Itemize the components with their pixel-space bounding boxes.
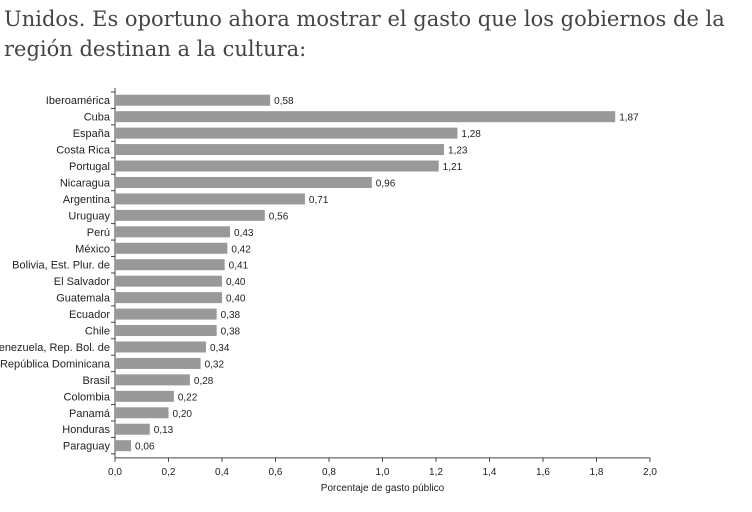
value-label: 0,28: [194, 376, 214, 387]
bar: [115, 209, 265, 221]
bar: [115, 193, 305, 205]
value-label: 0,34: [210, 343, 230, 354]
value-label: 1,23: [448, 146, 468, 157]
category-label: Colombia: [64, 391, 111, 403]
bar: [115, 390, 174, 402]
value-label: 0,56: [269, 211, 289, 222]
category-label: Panamá: [69, 408, 111, 420]
category-label: Paraguay: [63, 441, 111, 453]
value-label: 0,41: [229, 261, 249, 272]
x-tick-label: 0,6: [269, 467, 283, 478]
bar: [115, 423, 150, 435]
value-label: 0,32: [205, 359, 225, 370]
value-label: 0,38: [221, 310, 241, 321]
x-tick-label: 1,8: [590, 467, 604, 478]
category-label: Perú: [87, 227, 110, 239]
bar: [115, 94, 271, 106]
category-label: España: [73, 128, 111, 140]
bar: [115, 111, 616, 123]
category-label: Uruguay: [68, 210, 110, 222]
value-label: 1,21: [443, 162, 463, 173]
category-label: Bolivia, Est. Plur. de: [12, 260, 110, 272]
bar: [115, 144, 445, 156]
bar: [115, 407, 169, 419]
value-label: 0,42: [231, 244, 251, 255]
bar: [115, 325, 217, 337]
value-label: 0,06: [135, 442, 155, 453]
x-tick-label: 1,4: [483, 467, 497, 478]
x-tick-label: 0,2: [162, 467, 176, 478]
bar: [115, 440, 132, 452]
value-label: 0,96: [376, 178, 396, 189]
value-label: 1,87: [619, 113, 639, 124]
category-label: Honduras: [62, 424, 110, 436]
bar: [115, 374, 190, 386]
bar: [115, 292, 222, 304]
value-label: 0,22: [178, 392, 198, 403]
x-tick-label: 0,8: [322, 467, 336, 478]
category-label: El Salvador: [54, 276, 111, 288]
value-label: 1,28: [461, 129, 481, 140]
bar: [115, 275, 222, 287]
value-label: 0,20: [173, 409, 193, 420]
category-label: Brasil: [82, 375, 110, 387]
bar: [115, 226, 231, 238]
bar: [115, 160, 439, 172]
category-label: Chile: [85, 326, 110, 338]
x-tick-label: 0,4: [215, 467, 229, 478]
x-tick-label: 1,6: [536, 467, 550, 478]
bar: [115, 357, 201, 369]
x-tick-label: 1,0: [376, 467, 390, 478]
bar: [115, 176, 372, 188]
category-label: Guatemala: [56, 293, 111, 305]
category-label: República Dominicana: [0, 358, 111, 370]
x-axis-title: Porcentaje de gasto público: [321, 483, 445, 494]
value-label: 0,13: [154, 425, 174, 436]
plot-area: Iberoamérica 0,58 Cuba 1,87 España 1,28 Costa …: [0, 88, 657, 478]
x-tick-label: 2,0: [643, 467, 657, 478]
category-label: Portugal: [69, 161, 110, 173]
bar: [115, 242, 228, 254]
intro-line-2: región destinan a la cultura:: [4, 37, 307, 61]
category-label: Venezuela, Rep. Bol. de: [0, 342, 110, 354]
category-label: México: [75, 243, 110, 255]
intro-line-1: Unidos. Es oportuno ahora mostrar el gas…: [4, 7, 725, 31]
value-label: 0,71: [309, 195, 329, 206]
bar: [115, 127, 458, 139]
category-label: Cuba: [84, 112, 111, 124]
category-label: Costa Rica: [56, 145, 111, 157]
value-label: 0,40: [226, 294, 246, 305]
category-label: Argentina: [63, 194, 111, 206]
bar-chart: Iberoamérica 0,58 Cuba 1,87 España 1,28 Costa …: [0, 88, 657, 494]
x-tick-label: 0,0: [108, 467, 122, 478]
bar: [115, 341, 206, 353]
category-label: Ecuador: [69, 309, 110, 321]
bar: [115, 259, 225, 271]
value-label: 0,38: [221, 327, 241, 338]
bar: [115, 308, 217, 320]
category-label: Nicaragua: [60, 177, 111, 189]
value-label: 0,58: [274, 96, 294, 107]
value-label: 0,40: [226, 277, 246, 288]
x-tick-label: 1,2: [429, 467, 443, 478]
intro-paragraph: Unidos. Es oportuno ahora mostrar el gas…: [4, 4, 744, 64]
category-label: Iberoamérica: [46, 95, 111, 107]
value-label: 0,43: [234, 228, 254, 239]
